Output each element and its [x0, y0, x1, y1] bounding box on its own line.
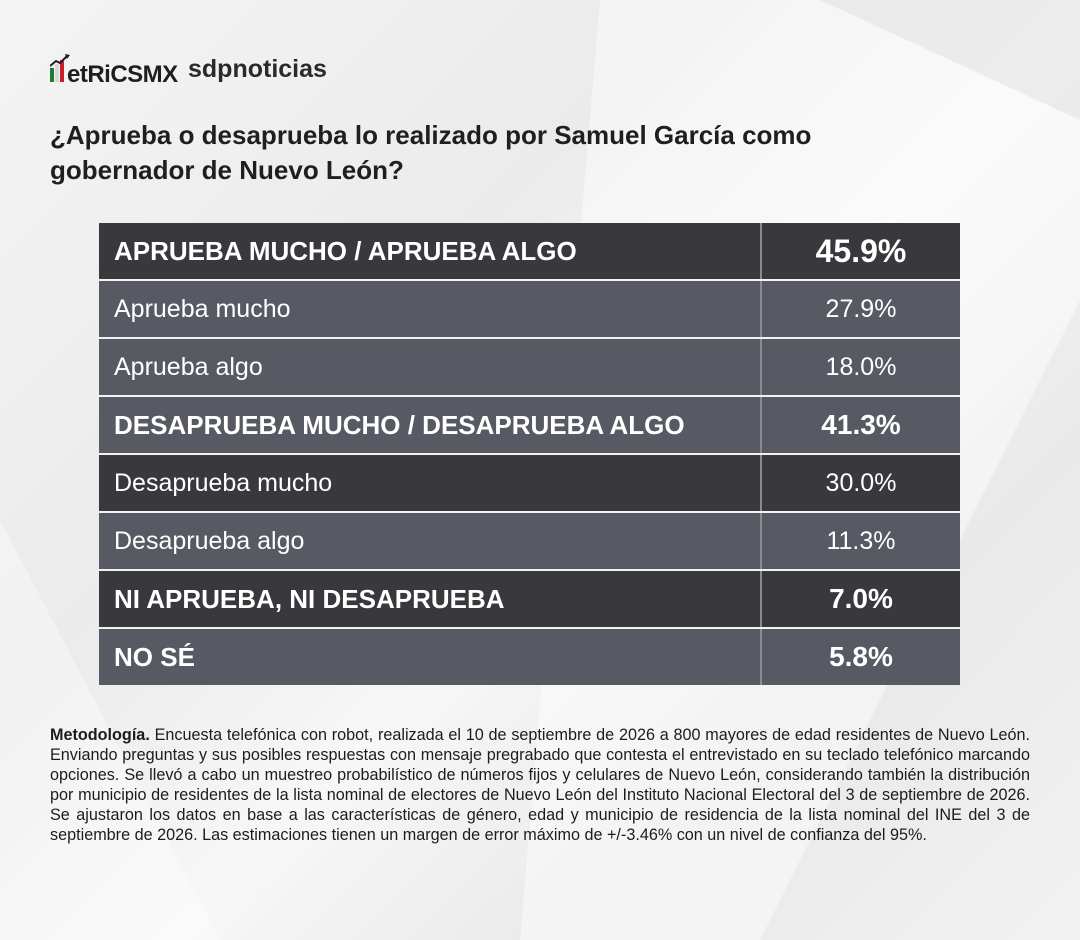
results-table: APRUEBA MUCHO / APRUEBA ALGO 45.9% Aprueba…	[99, 223, 960, 685]
methodology-label: Metodología.	[50, 726, 150, 744]
row-label: Aprueba algo	[99, 339, 762, 395]
table-row: Aprueba mucho 27.9%	[99, 281, 960, 339]
table-row: NI APRUEBA, NI DESAPRUEBA 7.0%	[99, 571, 960, 629]
table-row: Desaprueba mucho 30.0%	[99, 455, 960, 513]
row-value: 30.0%	[825, 468, 897, 497]
table-row: Aprueba algo 18.0%	[99, 339, 960, 397]
row-label: NO SÉ	[99, 629, 762, 685]
brand-header: etRiCSMX sdpnoticias	[50, 52, 327, 86]
row-value: 7.0%	[829, 583, 893, 614]
row-label: Desaprueba mucho	[99, 455, 762, 511]
row-value: 27.9%	[825, 294, 897, 323]
methodology-text: Encuesta telefónica con robot, realizada…	[50, 726, 1030, 844]
table-row: NO SÉ 5.8%	[99, 629, 960, 685]
metricsmx-logo: etRiCSMX	[50, 54, 178, 84]
sdpnoticias-logo: sdpnoticias	[188, 54, 327, 83]
row-value: 41.3%	[821, 409, 901, 440]
row-value: 5.8%	[829, 641, 893, 672]
row-label: Desaprueba algo	[99, 513, 762, 569]
survey-question: ¿Aprueba o desaprueba lo realizado por S…	[50, 120, 812, 185]
methodology-note: Metodología. Encuesta telefónica con rob…	[50, 725, 1030, 845]
row-value: 11.3%	[826, 526, 896, 555]
table-row: APRUEBA MUCHO / APRUEBA ALGO 45.9%	[99, 223, 960, 281]
row-label: APRUEBA MUCHO / APRUEBA ALGO	[99, 223, 762, 279]
row-label: DESAPRUEBA MUCHO / DESAPRUEBA ALGO	[99, 397, 762, 453]
metricsmx-logo-mark: etRiCSMX	[50, 54, 178, 84]
table-row: DESAPRUEBA MUCHO / DESAPRUEBA ALGO 41.3%	[99, 397, 960, 455]
row-value: 45.9%	[815, 232, 907, 269]
table-row: Desaprueba algo 11.3%	[99, 513, 960, 571]
row-label: Aprueba mucho	[99, 281, 762, 337]
row-label: NI APRUEBA, NI DESAPRUEBA	[99, 571, 762, 627]
row-value: 18.0%	[825, 352, 897, 381]
svg-text:etRiCSMX: etRiCSMX	[67, 61, 178, 84]
